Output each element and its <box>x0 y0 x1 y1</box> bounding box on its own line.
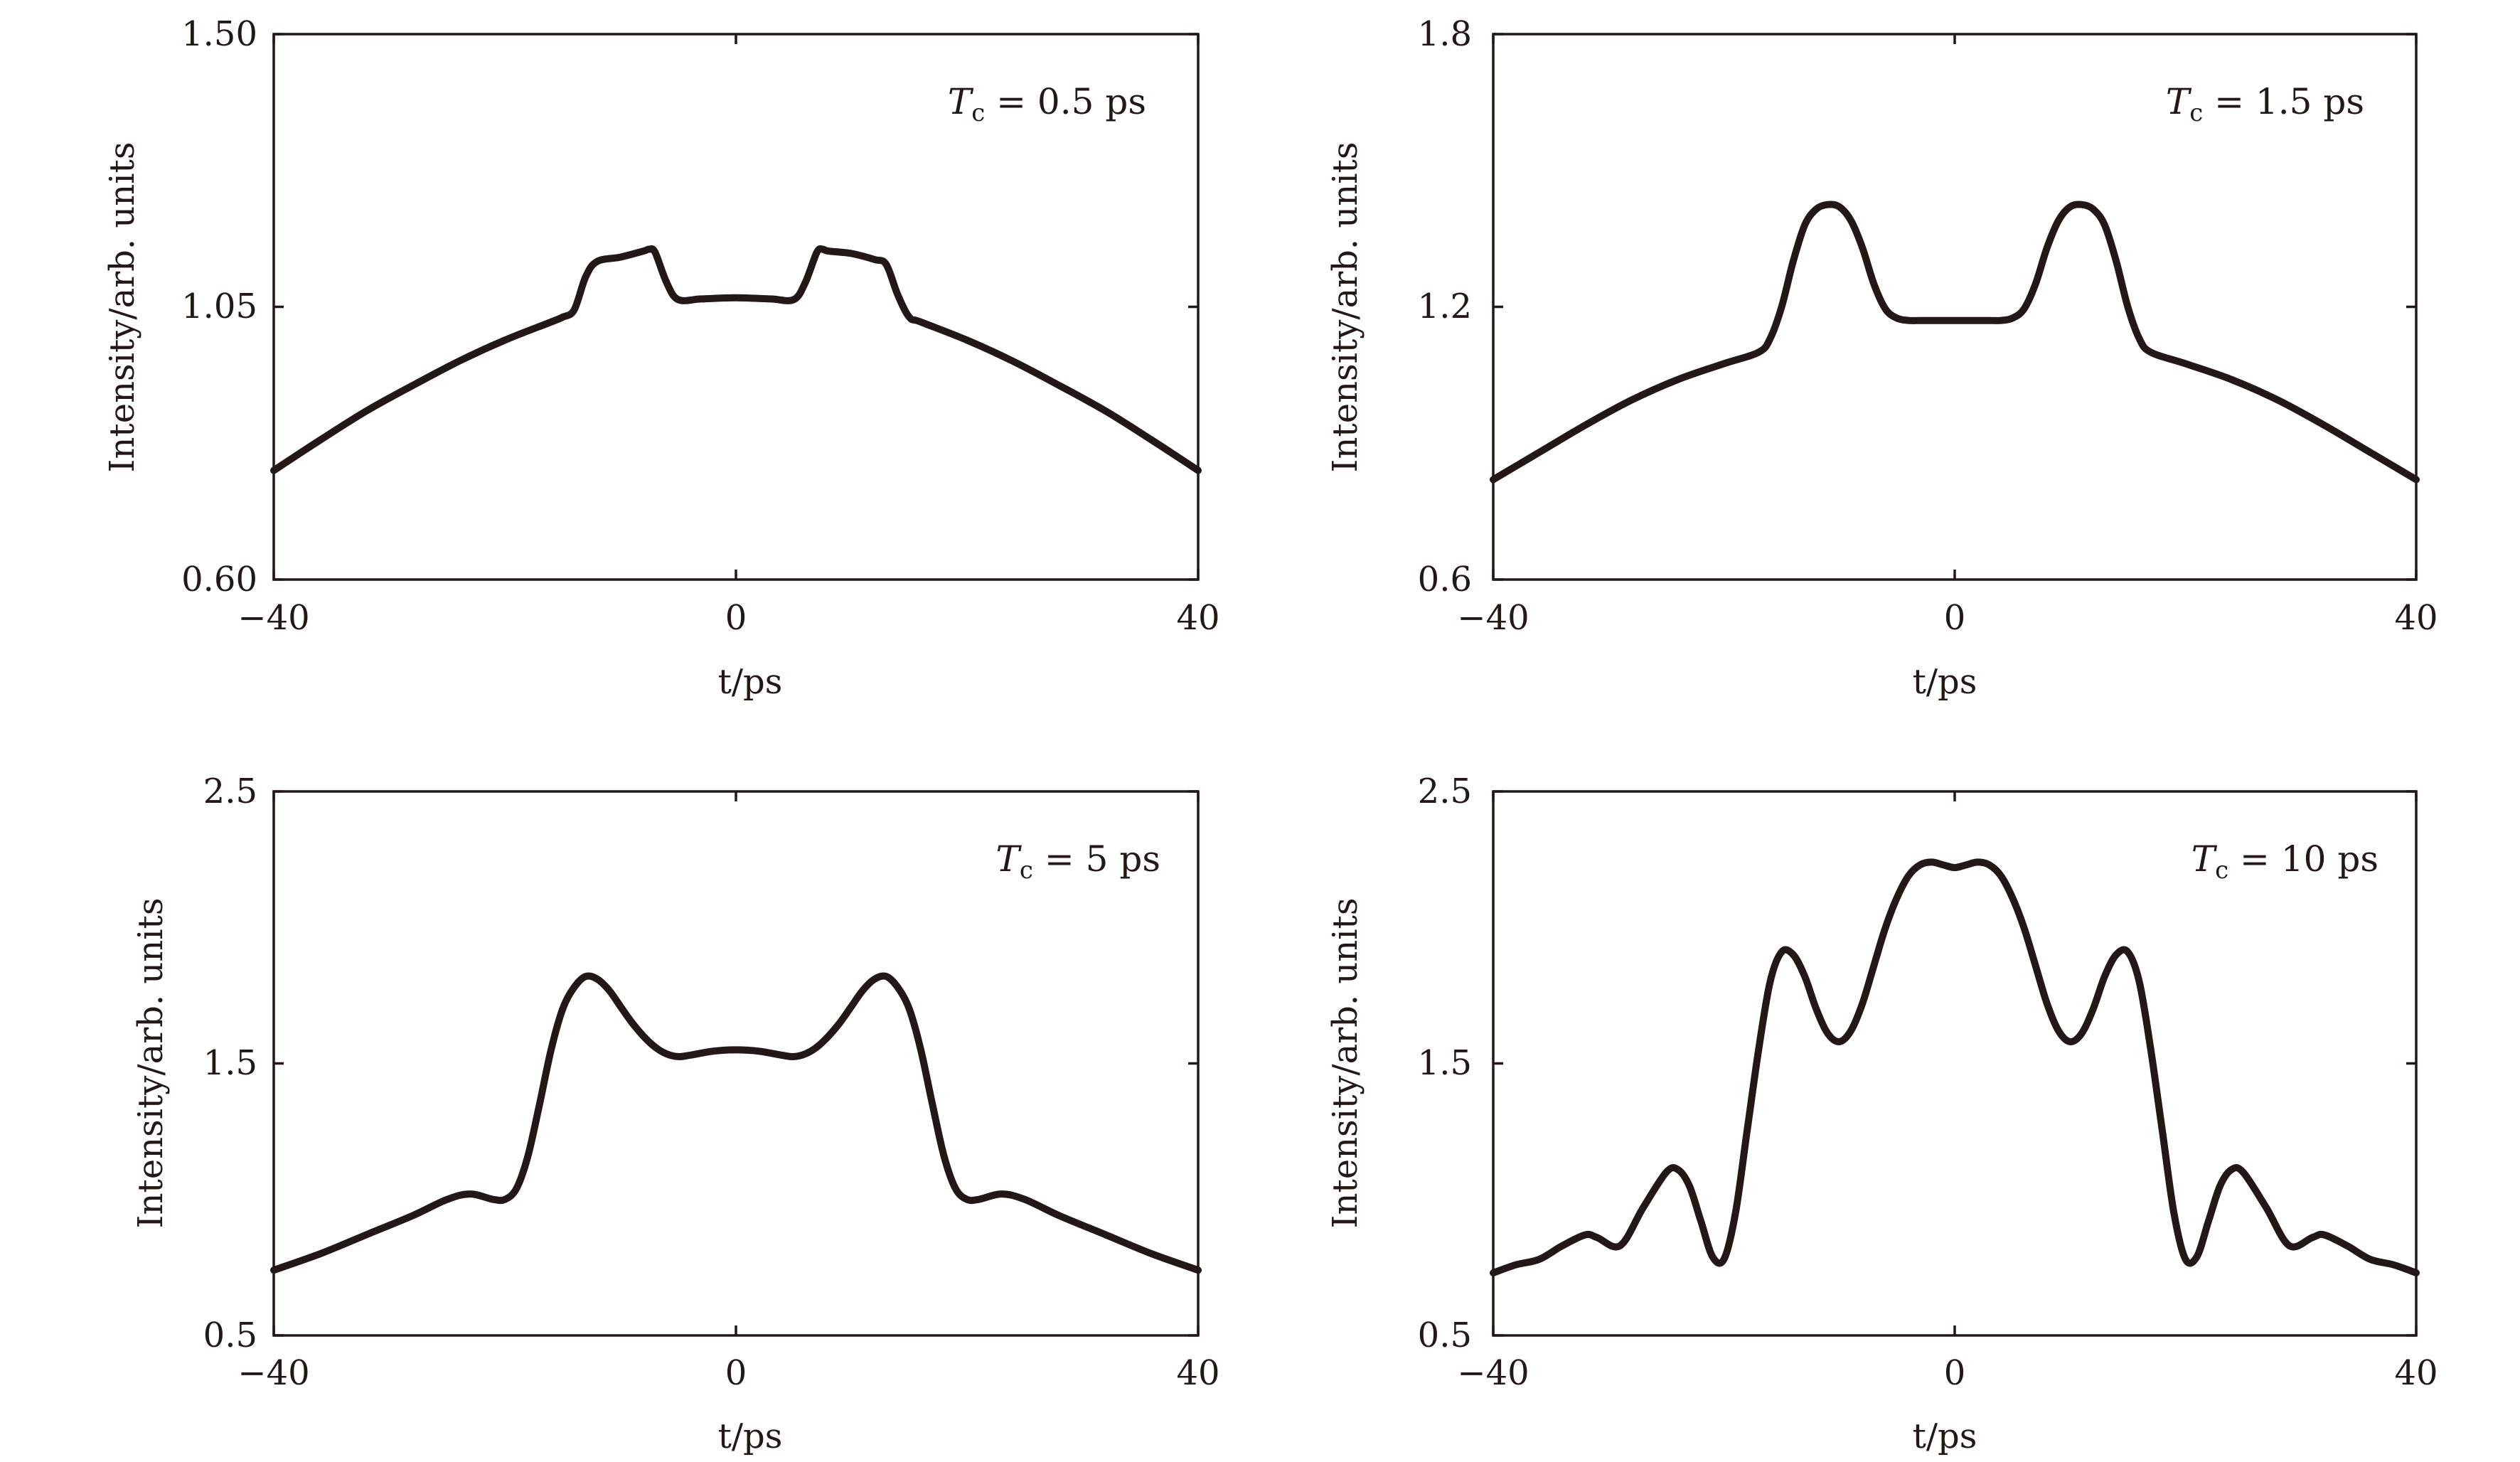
panel-2-ticks <box>1492 33 2418 581</box>
panel-1-xlabel: t/ps <box>718 662 783 702</box>
panel-1-ytick-label-1: 1.05 <box>181 287 257 326</box>
panel-4-annotation: Tc = 10 ps <box>2191 838 2378 885</box>
panel-3-ytick-label-0: 2.5 <box>203 772 257 811</box>
panel-3-ylabel: Intensity/arb. units <box>131 898 171 1229</box>
panel-3: 2.5 1.5 0.5 −40 0 40 t/ps Intensity/arb.… <box>131 772 1220 1456</box>
panel-4: 2.5 1.5 0.5 −40 0 40 t/ps Intensity/arb.… <box>1325 772 2438 1456</box>
panel-3-ytick-label-1: 1.5 <box>203 1043 257 1083</box>
panel-3-ytick-label-2: 0.5 <box>203 1316 257 1355</box>
panel-3-xtick-label-1: 0 <box>725 1353 747 1393</box>
panel-1-ytick-label-0: 1.50 <box>181 14 257 54</box>
panel-1-ytick-label-2: 0.60 <box>181 560 257 599</box>
panel-4-xtick-label-1: 0 <box>1944 1353 1966 1393</box>
panel-4-ylabel: Intensity/arb. units <box>1325 898 1365 1229</box>
panel-1-ticks <box>272 33 1200 581</box>
panel-2-xtick-label-2: 40 <box>2394 598 2438 638</box>
panel-4-ytick-label-1: 1.5 <box>1418 1043 1472 1083</box>
panel-3-xtick-label-2: 40 <box>1176 1353 1219 1393</box>
panel-4-ytick-label-2: 0.5 <box>1418 1316 1472 1355</box>
panel-1-ylabel: Intensity/arb. units <box>102 142 142 473</box>
panel-2-series-line <box>1490 201 2420 484</box>
panel-4-xlabel: t/ps <box>1913 1416 1977 1456</box>
panel-2-ytick-label-1: 1.2 <box>1418 287 1472 326</box>
panel-1-xtick-label-1: 0 <box>725 598 747 638</box>
panel-2: 1.8 1.2 0.6 −40 0 40 t/ps Intensity/arb.… <box>1325 14 2438 702</box>
panel-3-xlabel: t/ps <box>718 1416 783 1456</box>
panel-4-xtick-label-2: 40 <box>2394 1353 2438 1393</box>
panel-2-ylabel: Intensity/arb. units <box>1325 142 1365 473</box>
panel-2-annotation: Tc = 1.5 ps <box>2166 81 2364 127</box>
panel-2-ytick-label-0: 1.8 <box>1418 14 1472 54</box>
panel-3-annotation: Tc = 5 ps <box>996 838 1160 885</box>
panel-3-ticks <box>272 790 1200 1337</box>
panel-2-xtick-label-0: −40 <box>1457 598 1529 638</box>
panel-3-xtick-label-0: −40 <box>237 1353 309 1393</box>
panel-4-ytick-label-0: 2.5 <box>1418 772 1472 811</box>
panel-1-series-line <box>270 245 1202 474</box>
panel-4-xtick-label-0: −40 <box>1457 1353 1529 1393</box>
panel-2-xtick-label-1: 0 <box>1944 598 1966 638</box>
panel-1-xtick-label-2: 40 <box>1176 598 1219 638</box>
panel-4-ticks <box>1492 790 2418 1337</box>
panel-1-xtick-label-0: −40 <box>237 598 309 638</box>
panel-2-xlabel: t/ps <box>1913 662 1977 702</box>
panel-4-series-line <box>1490 858 2420 1276</box>
panel-1-annotation: Tc = 0.5 ps <box>948 81 1146 127</box>
panel-1: 1.50 1.05 0.60 −40 0 40 t/ps Intensity/a… <box>102 14 1220 702</box>
panel-2-ytick-label-2: 0.6 <box>1418 560 1472 599</box>
panel-3-series-line <box>270 972 1202 1274</box>
